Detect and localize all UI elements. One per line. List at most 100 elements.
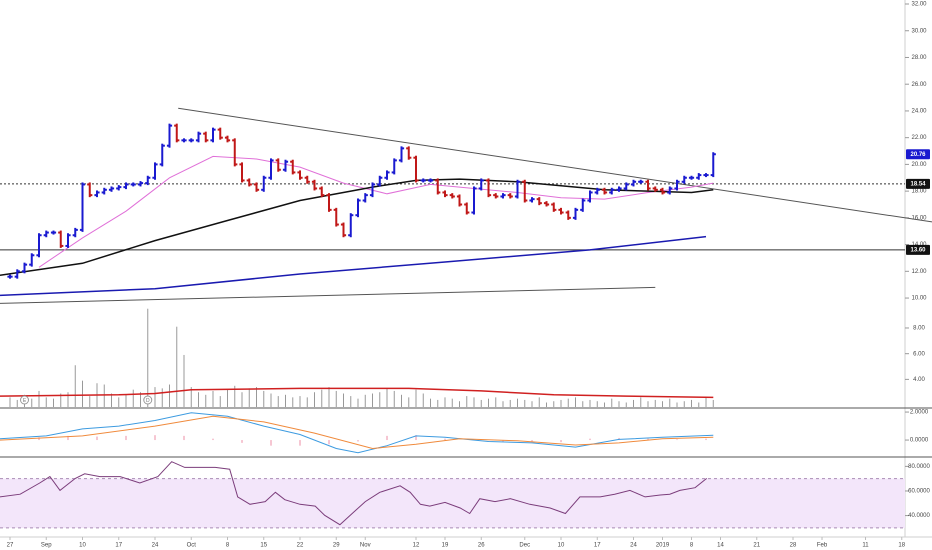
price-bar: [493, 193, 499, 199]
last-price-label: 20.76: [910, 152, 926, 158]
price-bar: [623, 182, 629, 191]
x-tick-label: 24: [152, 543, 159, 549]
price-bar: [703, 173, 709, 178]
x-tick-label: Feb: [817, 543, 828, 549]
x-tick-label: 24: [630, 543, 637, 549]
price-bar: [594, 187, 600, 195]
price-bar: [471, 186, 477, 215]
price-bar: [261, 175, 267, 192]
price-bar: [442, 190, 448, 198]
price-bar: [681, 175, 687, 184]
price-level-label: 18.54: [910, 181, 926, 187]
event-marker: [20, 395, 30, 405]
price-bar: [116, 185, 122, 191]
price-bar: [688, 175, 695, 180]
price-bar: [188, 138, 194, 143]
x-tick-label: 18: [898, 543, 905, 549]
price-bar: [246, 178, 252, 187]
price-bar: [239, 162, 245, 183]
price-bar: [275, 158, 281, 172]
price-bar: [333, 207, 339, 227]
event-label: D: [146, 398, 150, 404]
y-tick-label: 60.0000: [908, 489, 930, 495]
price-bar: [652, 186, 658, 192]
price-level-badge: [906, 244, 930, 255]
price-bar: [348, 213, 354, 238]
price-bar: [630, 179, 637, 187]
y-tick-label: 12.00: [911, 269, 927, 275]
y-tick-label: 40.0000: [908, 513, 930, 519]
price-bar: [478, 178, 484, 191]
x-tick-label: 22: [297, 543, 304, 549]
price-bar: [181, 138, 187, 143]
price-bar: [449, 193, 455, 199]
trendline: [0, 286, 656, 304]
price-bar: [101, 187, 107, 195]
price-bar: [290, 159, 296, 175]
price-bar: [616, 186, 622, 192]
rsi-band: [0, 478, 905, 528]
x-tick-label: Dec: [519, 543, 530, 549]
y-tick-label: 4.00: [913, 377, 925, 383]
y-tick-label: 8.00: [913, 326, 925, 332]
price-bar: [174, 123, 180, 143]
x-tick-label: 15: [260, 543, 267, 549]
price-bar: [159, 143, 165, 167]
x-tick-label: 19: [442, 543, 449, 549]
price-bar: [398, 146, 405, 163]
x-tick-label: 14: [717, 543, 724, 549]
price-bar: [145, 175, 151, 186]
price-bar: [130, 182, 136, 187]
price-bar: [108, 186, 115, 192]
y-tick-label: 20.00: [911, 162, 927, 168]
x-tick-label: 10: [79, 543, 86, 549]
price-bar: [529, 197, 535, 203]
price-bar: [464, 202, 470, 215]
y-tick-label: 24.00: [911, 109, 927, 115]
price-bar: [500, 193, 506, 199]
event-marker: [143, 395, 153, 405]
price-bar: [696, 173, 702, 180]
macd-line: [0, 412, 714, 454]
price-bar: [355, 198, 361, 218]
event-label: E: [23, 398, 27, 404]
price-bar: [507, 193, 513, 199]
price-bar: [601, 187, 608, 195]
x-tick-label: 17: [115, 543, 122, 549]
price-bar: [137, 181, 144, 187]
x-tick-label: Sep: [41, 543, 52, 549]
price-bar: [195, 131, 202, 143]
y-tick-label: 16.00: [911, 215, 927, 221]
y-tick-label: 0.0000: [910, 438, 929, 444]
x-tick-label: 8: [690, 543, 694, 549]
x-tick-label: 28: [790, 543, 797, 549]
price-bar: [253, 182, 260, 192]
price-bar: [7, 274, 13, 279]
price-bar: [638, 179, 644, 184]
volume-average: [0, 387, 714, 399]
price-bar: [210, 127, 216, 143]
price-level-badge: [906, 178, 930, 189]
price-bar: [536, 197, 542, 206]
price-bar: [420, 178, 426, 183]
price-bar: [123, 182, 129, 190]
moving-average: [0, 235, 707, 297]
macd-line: [0, 415, 714, 450]
price-bar: [551, 202, 557, 212]
price-bar: [304, 175, 310, 184]
price-bar: [522, 179, 528, 203]
price-bar: [391, 158, 397, 175]
price-bar: [166, 123, 173, 148]
price-bar: [311, 179, 318, 191]
price-bar: [319, 186, 325, 198]
price-bar: [645, 179, 651, 191]
price-bar: [659, 187, 666, 195]
price-bar: [674, 179, 680, 191]
y-tick-label: 2.0000: [910, 410, 929, 416]
moving-average: [38, 155, 714, 268]
x-tick-label: Oct: [187, 543, 197, 549]
price-bar: [282, 159, 289, 172]
price-level-label: 13.60: [910, 248, 926, 254]
y-tick-label: 6.00: [913, 351, 925, 357]
y-tick-label: 32.00: [911, 2, 927, 8]
